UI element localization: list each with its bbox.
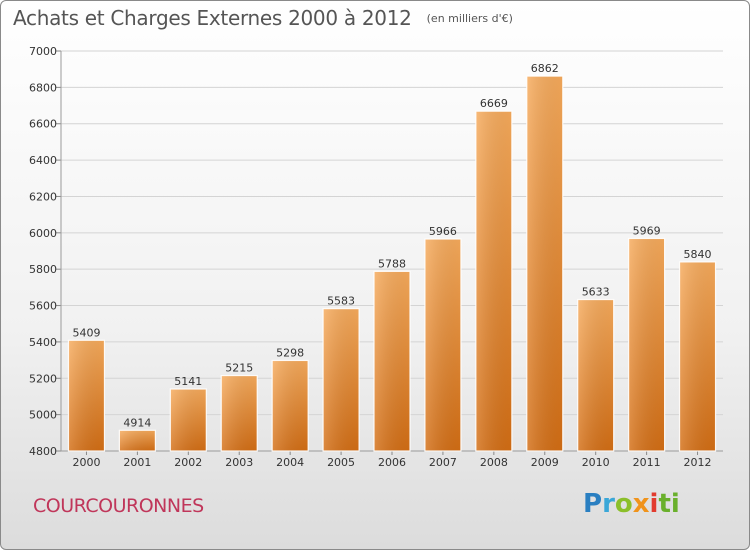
data-label: 5583 <box>327 295 355 308</box>
y-tick-label: 6000 <box>29 227 57 240</box>
bar-highlight <box>220 374 258 452</box>
bar-highlight <box>322 308 360 452</box>
y-tick-label: 6600 <box>29 118 57 131</box>
bar-highlight <box>373 270 411 452</box>
x-tick-label: 2010 <box>582 456 610 469</box>
x-tick-label: 2012 <box>684 456 712 469</box>
data-label: 5969 <box>633 224 661 237</box>
bar-highlight <box>424 238 462 452</box>
data-label: 5633 <box>582 286 610 299</box>
x-tick-label: 2011 <box>633 456 661 469</box>
bar-highlight <box>169 388 207 452</box>
y-tick-label: 4800 <box>29 445 57 458</box>
data-label: 5966 <box>429 225 457 238</box>
y-tick-label: 5600 <box>29 300 57 313</box>
proxiti-logo[interactable]: Proxiti <box>583 489 680 519</box>
labels: 4800 5000 5200 5400 5600 5800 6000 6200 6400 6600… <box>29 45 712 469</box>
data-label: 5215 <box>225 362 253 375</box>
chart-unit: (en milliers d'€) <box>426 12 513 25</box>
bar-highlight <box>526 75 564 452</box>
x-tick-label: 2000 <box>72 456 100 469</box>
x-tick-label: 2002 <box>174 456 202 469</box>
chart-title: Achats et Charges Externes 2000 à 2012 <box>13 6 412 30</box>
bars <box>67 75 717 452</box>
x-tick-label: 2009 <box>531 456 559 469</box>
x-tick-label: 2005 <box>327 456 355 469</box>
x-tick-label: 2001 <box>123 456 151 469</box>
bar-highlight <box>118 429 156 452</box>
data-label: 5141 <box>174 375 202 388</box>
x-tick-label: 2004 <box>276 456 304 469</box>
y-tick-label: 5000 <box>29 409 57 422</box>
bar-highlight <box>67 339 106 452</box>
x-tick-label: 2007 <box>429 456 457 469</box>
x-tick-label: 2008 <box>480 456 508 469</box>
data-label: 4914 <box>123 416 151 429</box>
y-tick-label: 7000 <box>29 45 57 58</box>
y-tick-label: 6800 <box>29 81 57 94</box>
bar-highlight <box>577 298 615 452</box>
x-tick-label: 2003 <box>225 456 253 469</box>
data-label: 6862 <box>531 62 559 75</box>
y-tick-label: 5800 <box>29 263 57 276</box>
y-tick-label: 6200 <box>29 190 57 203</box>
city-name: COURCOURONNES <box>33 495 204 517</box>
x-tick-label: 2006 <box>378 456 406 469</box>
y-tick-label: 5200 <box>29 372 57 385</box>
data-label: 5840 <box>684 248 712 261</box>
bar-highlight <box>628 237 666 452</box>
title-row: Achats et Charges Externes 2000 à 2012 (… <box>13 6 513 30</box>
data-label: 5788 <box>378 257 406 270</box>
data-label: 5298 <box>276 346 304 359</box>
bar-highlight <box>271 359 309 452</box>
bar-highlight <box>475 110 513 452</box>
data-label: 6669 <box>480 97 508 110</box>
y-tick-label: 5400 <box>29 336 57 349</box>
y-tick-label: 6400 <box>29 154 57 167</box>
data-label: 5409 <box>72 326 100 339</box>
bar-highlight <box>678 261 717 452</box>
